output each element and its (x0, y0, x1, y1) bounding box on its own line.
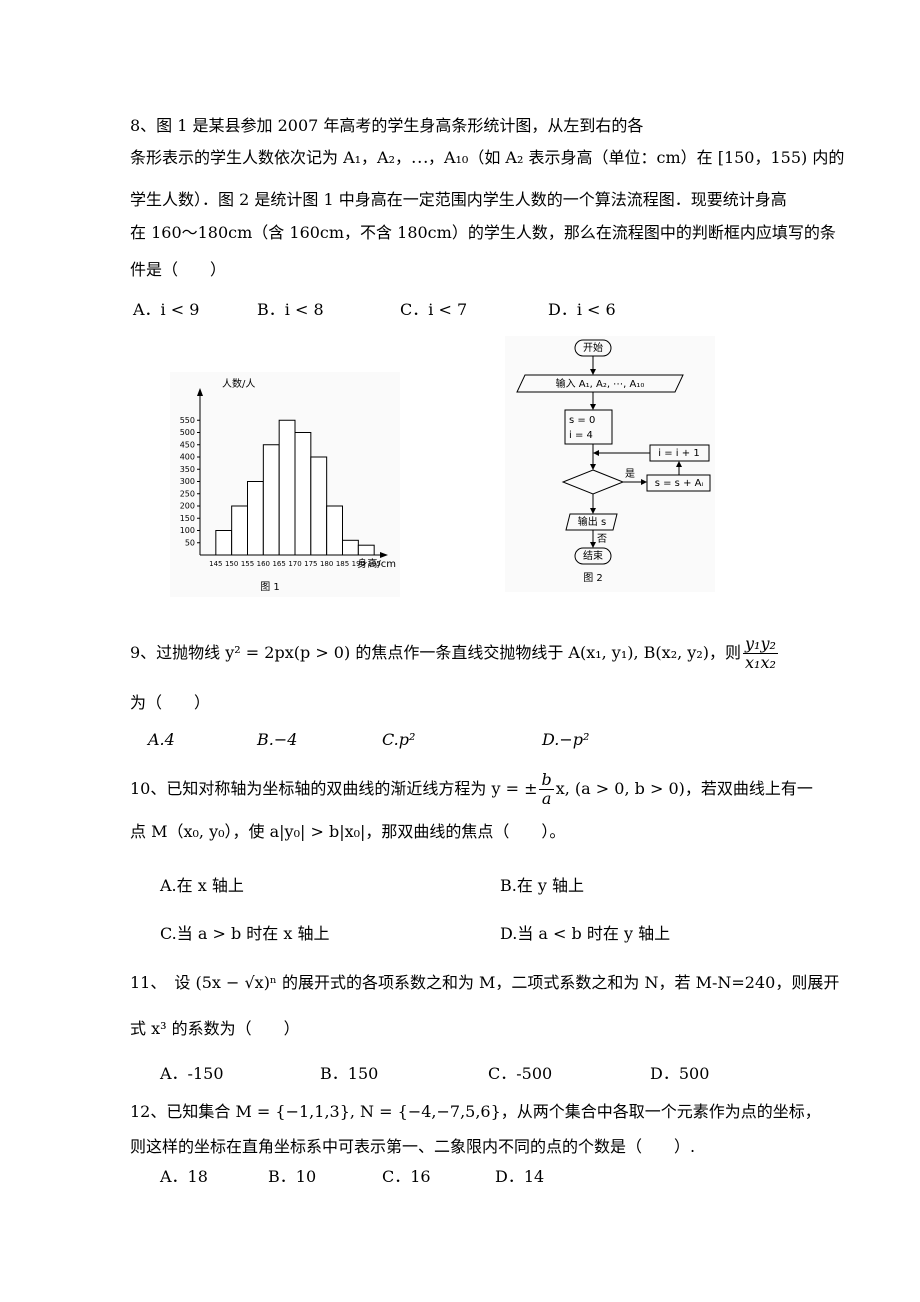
option: B．150 (320, 1064, 379, 1083)
x-tick-label: 175 (304, 560, 317, 568)
denominator: a (541, 789, 552, 808)
q8-line: 件是（ ） (130, 260, 227, 279)
numerator: y₁y₂ (742, 634, 778, 654)
bar (357, 544, 375, 556)
y-tick-label: 500 (180, 428, 195, 437)
x-tick-label: 185 (336, 560, 349, 568)
x-axis-arrow (380, 552, 388, 558)
q10-line: 点 M（x₀, y₀），使 a|y₀| > b|x₀|，那双曲线的焦点（ ）。 (130, 822, 566, 841)
flow-label: 是 (625, 468, 635, 480)
x-tick-label: 180 (320, 560, 333, 568)
y-tick-label: 50 (185, 538, 195, 547)
y-tick-label: 400 (180, 453, 195, 462)
option: C.当 a > b 时在 x 轴上 (160, 924, 330, 943)
option: C．16 (382, 1167, 431, 1186)
text: 10、已知对称轴为坐标轴的双曲线的渐近线方程为 y = ± (130, 779, 538, 798)
bar (278, 419, 296, 556)
x-tick-label: 195 (367, 560, 380, 568)
q8-line: 在 160～180cm（含 160cm，不含 180cm）的学生人数，那么在流程… (130, 223, 836, 242)
y-tick-label: 250 (180, 489, 195, 498)
bar (342, 539, 359, 556)
denominator: x₁x₂ (745, 653, 776, 672)
caption: 图 1 (260, 581, 280, 593)
q10-line: 10、已知对称轴为坐标轴的双曲线的渐近线方程为 y = ± b a x, (a > 0… (130, 769, 813, 809)
x-tick-label: 160 (257, 560, 270, 568)
option: A．-150 (160, 1064, 224, 1083)
q11-line: 式 x³ 的系数为（ ） (130, 1019, 300, 1038)
flow-node: 结束 (583, 549, 603, 562)
flow-node: s = s + Aᵢ (655, 478, 704, 489)
q12-line: 则这样的坐标在直角坐标系中可表示第一、二象限内不同的点的个数是（ ）. (130, 1137, 696, 1156)
flow-node: s = 0 (569, 415, 595, 426)
q8-line: 8、图 1 是某县参加 2007 年高考的学生身高条形统计图，从左到右的各 (130, 116, 644, 135)
q12-line: 12、已知集合 M = {−1,1,3}, N = {−4,−7,5,6}，从两… (130, 1102, 821, 1121)
bar (231, 505, 249, 556)
y-tick-label: 450 (180, 440, 195, 449)
flow-node: 输出 s (578, 515, 606, 528)
option: D．i < 6 (548, 300, 616, 319)
x-tick-label: 150 (225, 560, 238, 568)
option: B.在 y 轴上 (500, 876, 585, 895)
x-axis-label: 身高/cm (357, 557, 396, 570)
x-tick-label: 145 (209, 560, 222, 568)
figure-background (505, 336, 715, 592)
numerator: b (539, 770, 554, 790)
option: A．i < 9 (133, 300, 200, 319)
y-tick-label: 100 (180, 526, 195, 535)
y-tick-label: 350 (180, 465, 195, 474)
q11-line: 11、 设 (5x − √x)ⁿ 的展开式的各项系数之和为 M，二项式系数之和为… (130, 973, 840, 992)
text: x, (a > 0, b > 0)，若双曲线上有一 (555, 779, 813, 798)
bar (294, 432, 312, 556)
option: A．18 (160, 1167, 208, 1186)
q8-line: 条形表示的学生人数依次记为 A₁，A₂，⋯，A₁₀（如 A₂ 表示身高（单位：c… (130, 148, 845, 167)
option: D．500 (650, 1064, 710, 1083)
option: B.−4 (257, 730, 298, 749)
bar (326, 505, 344, 556)
y-axis-label: 人数/人 (222, 377, 255, 390)
caption: 图 2 (583, 572, 603, 584)
option: C．-500 (488, 1064, 553, 1083)
x-tick-label: 165 (272, 560, 285, 568)
option: D．14 (495, 1167, 545, 1186)
y-tick-label: 200 (180, 502, 195, 511)
bar (215, 530, 233, 556)
q8-line: 学生人数）．图 2 是统计图 1 中身高在一定范围内学生人数的一个算法流程图．现… (130, 190, 787, 209)
option: D.−p² (542, 730, 590, 749)
q9-line: 为（ ） (130, 693, 211, 712)
y-tick-label: 150 (180, 514, 195, 523)
flow-node: i = i + 1 (658, 448, 699, 459)
flow-node: 输入 A₁, A₂, ⋯, A₁₀ (556, 377, 645, 390)
y-tick-label: 300 (180, 477, 195, 486)
flow-node: i = 4 (569, 430, 593, 441)
option: C.p² (382, 730, 416, 749)
histogram: 人数/人 身高/cm 图 1 50 100 150 200 250 300 350 400 45… (170, 372, 400, 597)
bar (262, 444, 280, 556)
text: 9、过抛物线 y² = 2px(p > 0) 的焦点作一条直线交抛物线于 A(x… (130, 643, 741, 662)
q9-line: 9、过抛物线 y² = 2px(p > 0) 的焦点作一条直线交抛物线于 A(x… (130, 633, 780, 673)
option: C．i < 7 (400, 300, 468, 319)
option: A.在 x 轴上 (160, 876, 244, 895)
option: B．10 (268, 1167, 317, 1186)
bar (310, 456, 328, 556)
y-tick-label: 550 (180, 416, 195, 425)
x-tick-label: 170 (288, 560, 301, 568)
flowchart: 开始 输入 A₁, A₂, ⋯, A₁₀ s = 0 i = 4 i = i +… (505, 336, 715, 592)
bar (247, 481, 264, 556)
flow-node: 开始 (583, 341, 603, 354)
option: A.4 (148, 730, 175, 749)
option: B．i < 8 (257, 300, 324, 319)
flow-label: 否 (597, 533, 607, 545)
option: D.当 a < b 时在 y 轴上 (500, 924, 671, 943)
y-axis-arrow (197, 388, 203, 396)
x-tick-label: 190 (352, 560, 365, 568)
flow-shapes (516, 339, 711, 565)
fraction: y₁y₂ x₁x₂ (742, 634, 778, 672)
x-tick-label: 155 (241, 560, 254, 568)
